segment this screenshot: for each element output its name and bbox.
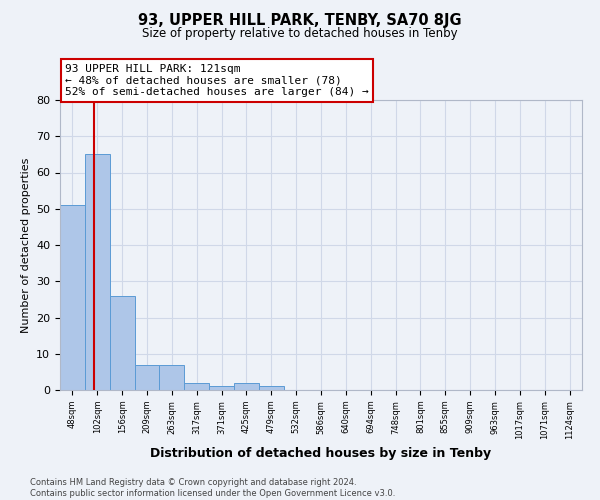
- Bar: [134, 364, 160, 390]
- Bar: [184, 383, 209, 390]
- Bar: [85, 154, 110, 390]
- Text: Contains HM Land Registry data © Crown copyright and database right 2024.
Contai: Contains HM Land Registry data © Crown c…: [30, 478, 395, 498]
- Bar: [160, 364, 184, 390]
- Text: Size of property relative to detached houses in Tenby: Size of property relative to detached ho…: [142, 28, 458, 40]
- Bar: [110, 296, 134, 390]
- Bar: [60, 205, 85, 390]
- Bar: [259, 386, 284, 390]
- X-axis label: Distribution of detached houses by size in Tenby: Distribution of detached houses by size …: [151, 447, 491, 460]
- Y-axis label: Number of detached properties: Number of detached properties: [20, 158, 31, 332]
- Bar: [209, 386, 234, 390]
- Text: 93, UPPER HILL PARK, TENBY, SA70 8JG: 93, UPPER HILL PARK, TENBY, SA70 8JG: [138, 12, 462, 28]
- Bar: [234, 383, 259, 390]
- Text: 93 UPPER HILL PARK: 121sqm
← 48% of detached houses are smaller (78)
52% of semi: 93 UPPER HILL PARK: 121sqm ← 48% of deta…: [65, 64, 369, 97]
